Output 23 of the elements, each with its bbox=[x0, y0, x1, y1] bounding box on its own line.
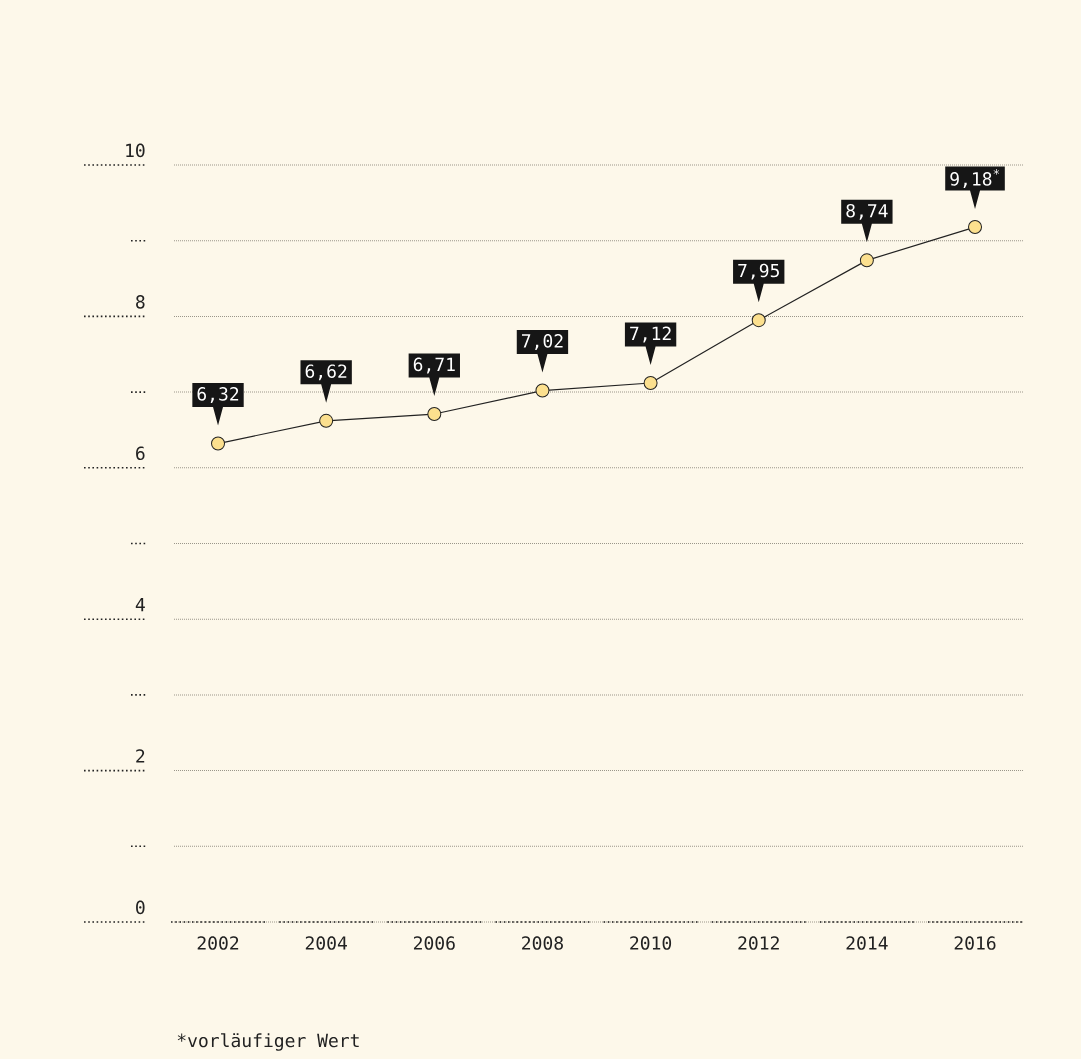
y-tick-label: 6 bbox=[136, 446, 145, 461]
x-tick-label: 2004 bbox=[305, 936, 347, 950]
x-tick-label: 2002 bbox=[197, 936, 239, 950]
y-tick-label: 10 bbox=[126, 143, 145, 158]
text: *vorläufiger Wert bbox=[177, 1033, 359, 1051]
data-label: 9,18$^{*}$ bbox=[950, 169, 1000, 188]
data-label: 7,02 bbox=[521, 334, 563, 350]
x-tick-label: 2014 bbox=[846, 936, 888, 950]
y-tick-label: 8 bbox=[136, 295, 145, 309]
data-label: 6,32 bbox=[197, 387, 239, 403]
data-label: 7,12 bbox=[630, 326, 671, 343]
x-tick-label: 2012 bbox=[738, 936, 779, 950]
x-tick-label: 2006 bbox=[413, 936, 455, 950]
x-tick-label: 2016 bbox=[954, 936, 996, 950]
x-tick-label: 2008 bbox=[522, 936, 563, 950]
y-tick-label: 2 bbox=[136, 749, 145, 763]
data-label: 6,62 bbox=[305, 364, 347, 381]
data-label: 8,74 bbox=[846, 203, 888, 220]
data-label: 6,71 bbox=[413, 357, 455, 374]
x-tick-label: 2010 bbox=[630, 936, 672, 950]
y-tick-label: 0 bbox=[136, 900, 145, 915]
y-tick-label: 4 bbox=[135, 598, 145, 612]
data-label: 7,95 bbox=[738, 263, 779, 280]
